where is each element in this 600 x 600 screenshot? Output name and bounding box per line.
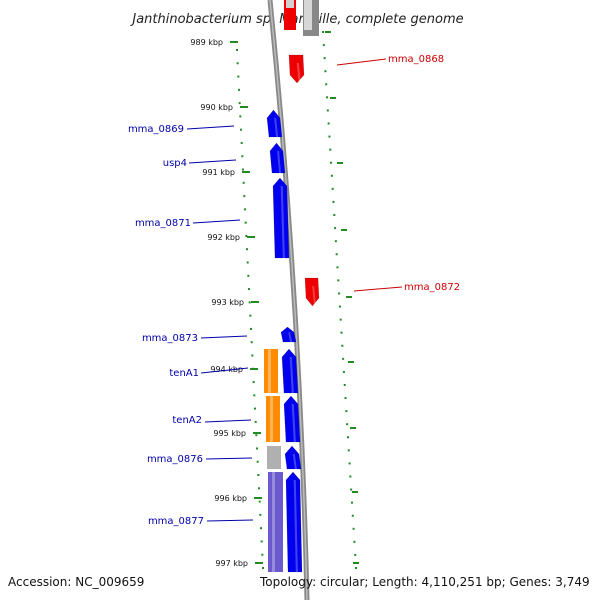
backbone-highlight [269, 0, 308, 600]
gene-track [266, 0, 320, 573]
gene-arrow-usp4-shine [277, 151, 282, 173]
gene-label-leader [353, 286, 403, 292]
gene-label-mma_0872: mma_0872 [404, 282, 460, 293]
gene-label-leader [186, 125, 235, 130]
gene-label-leader [336, 58, 387, 66]
gene-top-gray-inner [304, 0, 312, 30]
gene-label-tenA2: tenA2 [172, 415, 202, 426]
gene-arrow-mma_0868-shine [296, 63, 301, 83]
gene-label-mma_0876: mma_0876 [147, 454, 203, 465]
gene-arrow-mma_0873 [280, 326, 297, 343]
gene-label-mma_0873: mma_0873 [142, 333, 198, 344]
gene-arrow-tenA2 [283, 395, 301, 443]
kbp-tick-label: 992 kbp [207, 233, 240, 242]
gene-arrow-mma_0876-shine [292, 454, 297, 469]
kbp-tick-label: 994 kbp [210, 365, 243, 374]
gene-arrow-mma_0873-shine [288, 332, 293, 342]
kbp-tick-label: 990 kbp [200, 103, 233, 112]
feature-tenA1 [264, 349, 278, 393]
gene-label-leader [188, 159, 237, 164]
tick-track: 989 kbp 990 kbp 991 kbp 992 kbp 993 kbp 994 k… [190, 38, 263, 568]
kbp-tick-label: 996 kbp [214, 494, 247, 503]
gene-label-leader [204, 419, 252, 423]
gene-arrow-mma_0872 [304, 277, 320, 307]
gene-label-mma_0871: mma_0871 [135, 218, 191, 229]
feature-tenA2-shine [270, 396, 273, 442]
kbp-tick-label: 993 kbp [211, 298, 244, 307]
gene-label-leader [206, 519, 254, 522]
gene-label-leader [205, 457, 253, 460]
gene-label-usp4: usp4 [163, 158, 187, 169]
gene-arrow-mma_0876 [284, 445, 302, 470]
gene-arrow-tenA2-shine [291, 404, 296, 442]
feature-mma_0877 [268, 472, 283, 572]
gene-arrow-mma_0872-shine [312, 286, 317, 306]
feature-tenA2 [266, 396, 280, 442]
gene-arrow-mma_0869-shine [274, 118, 279, 137]
gene-label-leader [200, 367, 249, 374]
feature-tenA1-shine [268, 349, 271, 393]
gene-labels: mma_0868 mma_0869 usp4 mma_0871 mma_0872 mma_… [128, 54, 460, 527]
map-title: Janthinobacterium sp. Marseille, complet… [129, 12, 463, 27]
gene-arrow-mma_0877 [285, 471, 303, 573]
kbp-tick-label: 995 kbp [213, 429, 246, 438]
kbp-tick-label: 997 kbp [215, 559, 248, 568]
gene-arrow-tenA1 [281, 348, 299, 394]
gene-label-leader [200, 335, 248, 339]
gene-arrow-mma_0871-shine [280, 186, 285, 258]
feature-mma_0877-shine [272, 472, 275, 572]
gene-label-leader [192, 219, 241, 224]
kbp-tick-label: 989 kbp [190, 38, 223, 47]
accession-text: Accession: NC_009659 [8, 575, 144, 589]
gene-label-mma_0869: mma_0869 [128, 124, 184, 135]
gene-top-gray-cap [286, 0, 294, 8]
feature-track [264, 349, 283, 572]
feature-mma_0876 [267, 446, 281, 469]
gene-label-mma_0868: mma_0868 [388, 54, 444, 65]
gene-arrow-usp4 [269, 142, 286, 174]
gene-label-tenA1: tenA1 [169, 368, 199, 379]
kbp-tick-label: 991 kbp [202, 168, 235, 177]
gene-arrow-mma_0871 [272, 177, 290, 259]
gene-arrow-mma_0869 [266, 109, 283, 138]
dotted-rulers [236, 31, 359, 569]
gene-arrow-mma_0868 [288, 54, 305, 84]
topology-text: Topology: circular; Length: 4,110,251 bp… [259, 575, 590, 589]
gene-arrow-mma_0877-shine [293, 480, 298, 572]
gene-arrow-tenA1-shine [289, 357, 294, 393]
backbone [267, 0, 310, 600]
gene-label-mma_0877: mma_0877 [148, 516, 204, 527]
